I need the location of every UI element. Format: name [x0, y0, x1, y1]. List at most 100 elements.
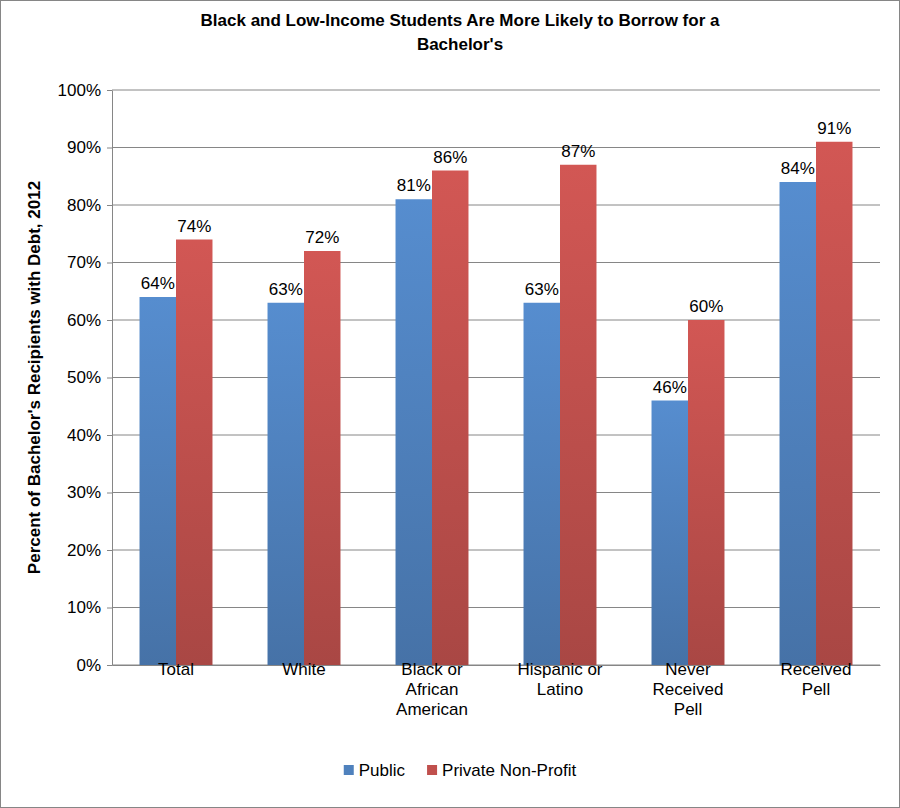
y-tick: 50% [67, 368, 112, 387]
y-tick-label: 20% [67, 541, 101, 560]
x-tick-label: White [282, 660, 325, 679]
y-tick-mark [107, 493, 112, 494]
grid-line [112, 435, 880, 436]
legend-swatch [427, 765, 437, 775]
text-line: Pell [802, 680, 830, 699]
legend: Public Private Non-Profit [344, 761, 577, 780]
grid-line [112, 205, 880, 206]
grid-line [112, 607, 880, 608]
x-tick: Total [158, 660, 194, 679]
bar [560, 165, 596, 665]
bar [816, 142, 852, 665]
grid-line [112, 320, 880, 321]
y-tick-label: 100% [58, 81, 101, 100]
y-tick: 40% [67, 426, 112, 445]
data-label: 81% [397, 176, 431, 195]
y-tick-label: 50% [67, 368, 101, 387]
y-tick: 90% [67, 138, 112, 157]
data-label: 60% [689, 297, 723, 316]
y-tick-mark [107, 205, 112, 206]
y-tick: 30% [67, 483, 112, 502]
legend-label: Private Non-Profit [442, 761, 576, 780]
x-tick-label: Total [158, 660, 194, 679]
bar [176, 240, 212, 666]
data-label: 74% [177, 217, 211, 236]
bar [688, 320, 724, 665]
bar [780, 182, 816, 665]
text-line: Received [653, 680, 724, 699]
data-labels: 64% 63% 81% 63% 46% 84% 74% 72% 86% 87% 60% 91% [141, 119, 852, 397]
bar [268, 303, 304, 665]
bar [652, 401, 688, 666]
bar [396, 199, 432, 665]
legend-label: Public [359, 761, 406, 780]
data-label: 64% [141, 274, 175, 293]
y-tick-label: 10% [67, 598, 101, 617]
y-tick-label: 60% [67, 311, 101, 330]
text-line: Latino [537, 680, 583, 699]
data-label: 86% [433, 148, 467, 167]
grid-line [112, 550, 880, 551]
y-tick-mark [107, 608, 112, 609]
data-label: 63% [269, 280, 303, 299]
legend-item: Public [344, 761, 406, 780]
bar [140, 297, 176, 665]
text-line: Bachelor's [417, 35, 503, 54]
y-tick: 100% [58, 81, 112, 100]
bar [432, 171, 468, 666]
data-label: 87% [561, 142, 595, 161]
x-tick-label: Black orAfricanAmerican [396, 660, 468, 719]
bar [524, 303, 560, 665]
grid-line [112, 665, 880, 666]
x-tick-label: ReceivedPell [781, 660, 852, 699]
y-tick-label: 30% [67, 483, 101, 502]
chart: Black and Low-Income Students Are More L… [0, 0, 900, 808]
y-tick-mark [107, 435, 112, 436]
y-tick-mark [107, 263, 112, 264]
grid-line [112, 377, 880, 378]
text-line: White [282, 660, 325, 679]
legend-item: Private Non-Profit [427, 761, 576, 780]
y-tick-label: 40% [67, 426, 101, 445]
y-axis: 0% 10% 20% 30% 40% 50% 60% 70% 80% 90% 100% [58, 81, 113, 675]
y-tick-label: 0% [76, 656, 101, 675]
text-line: Hispanic or [517, 660, 602, 679]
y-tick-label: 70% [67, 253, 101, 272]
y-tick: 60% [67, 311, 112, 330]
data-label: 84% [781, 159, 815, 178]
chart-title: Black and Low-Income Students Are More L… [201, 11, 720, 54]
y-tick-mark [107, 148, 112, 149]
y-tick: 70% [67, 253, 112, 272]
data-label: 46% [653, 378, 687, 397]
bar [304, 251, 340, 665]
grid-line [112, 90, 880, 91]
text-line: American [396, 700, 468, 719]
plot: 0% 10% 20% 30% 40% 50% 60% 70% 80% 90% 100% Total Wh… [58, 81, 881, 719]
x-axis-line [113, 665, 881, 666]
grid-line [112, 262, 880, 263]
grid-line [112, 492, 880, 493]
y-tick: 10% [67, 598, 112, 617]
y-tick-mark [107, 378, 112, 379]
y-tick-mark [107, 320, 112, 321]
data-label: 91% [817, 119, 851, 138]
x-tick: Hispanic orLatino [517, 660, 602, 699]
data-label: 72% [305, 228, 339, 247]
text-line: Pell [674, 700, 702, 719]
grid [112, 90, 880, 665]
y-tick-label: 90% [67, 138, 101, 157]
x-tick-label: Hispanic orLatino [517, 660, 602, 699]
bars [140, 142, 853, 665]
x-tick: White [282, 660, 325, 679]
text-line: Received [781, 660, 852, 679]
text-line: Never [665, 660, 711, 679]
grid-line [112, 147, 880, 148]
x-tick: ReceivedPell [781, 660, 852, 699]
y-tick-mark [107, 665, 112, 666]
x-tick: Black orAfricanAmerican [396, 660, 468, 719]
text-line: Black and Low-Income Students Are More L… [201, 11, 720, 30]
y-tick: 0% [76, 656, 112, 675]
data-label: 63% [525, 280, 559, 299]
y-tick: 80% [67, 196, 112, 215]
x-axis: Total White Black orAfricanAmerican Hispani… [113, 660, 881, 719]
